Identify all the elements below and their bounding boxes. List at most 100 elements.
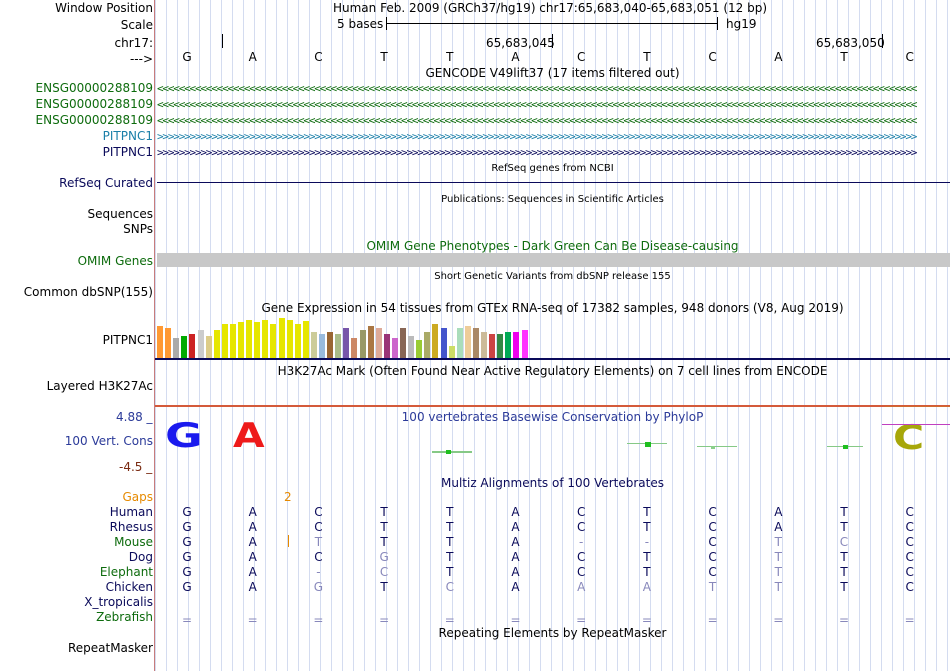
gene-strand-strip[interactable]: <<<<<<<<<<<<<<<<<<<<<<<<<<<<<<<<<<<<<<<<… — [157, 114, 917, 127]
gtex-tissue-bar[interactable] — [448, 346, 455, 358]
gtex-tissue-bar[interactable] — [335, 334, 342, 358]
gtex-tissue-bar[interactable] — [440, 328, 447, 358]
omim-label[interactable]: OMIM Genes — [77, 254, 153, 268]
repeatmasker-track-title[interactable]: Repeating Elements by RepeatMasker — [438, 626, 667, 640]
h3k27ac-track-title[interactable]: H3K27Ac Mark (Often Found Near Active Re… — [277, 364, 828, 378]
alignment-base: G — [313, 580, 324, 594]
gtex-tissue-bar[interactable] — [278, 318, 285, 358]
gene-label[interactable]: ENSG00000288109 — [35, 97, 153, 111]
gtex-tissue-bar[interactable] — [229, 324, 236, 358]
gtex-tissue-bar[interactable] — [286, 320, 293, 358]
species-label[interactable]: Human — [109, 505, 153, 519]
species-label[interactable]: Rhesus — [109, 520, 153, 534]
gtex-tissue-bar[interactable] — [432, 324, 439, 358]
gtex-tissue-bar[interactable] — [497, 334, 504, 358]
gtex-tissue-bar[interactable] — [189, 334, 196, 358]
cons-top-line — [885, 406, 950, 407]
gtex-tissue-bar[interactable] — [472, 328, 479, 358]
gtex-tissue-bar[interactable] — [521, 330, 528, 358]
gtex-tissue-bar[interactable] — [481, 332, 487, 358]
gene-label[interactable]: ENSG00000288109 — [35, 113, 153, 127]
gtex-tissue-bar[interactable] — [262, 320, 269, 358]
refseq-track-title[interactable]: RefSeq genes from NCBI — [491, 163, 614, 174]
gtex-tissue-bar[interactable] — [246, 320, 253, 358]
gtex-tissue-bar[interactable] — [391, 338, 398, 358]
dbsnp-track-title[interactable]: Short Genetic Variants from dbSNP releas… — [434, 271, 671, 282]
publications-track-title[interactable]: Publications: Sequences in Scientific Ar… — [441, 194, 664, 205]
cons-track-title[interactable]: 100 vertebrates Basewise Conservation by… — [401, 410, 704, 424]
gtex-tissue-bar[interactable] — [213, 330, 220, 358]
gene-strand-strip[interactable]: <<<<<<<<<<<<<<<<<<<<<<<<<<<<<<<<<<<<<<<<… — [157, 82, 917, 95]
cons-label[interactable]: 100 Vert. Cons — [64, 434, 153, 448]
gtex-tissue-bar[interactable] — [513, 332, 520, 358]
gtex-tissue-bar[interactable] — [383, 334, 390, 358]
omim-gene-block[interactable] — [157, 253, 950, 267]
gtex-tissue-bar[interactable] — [408, 336, 415, 358]
h3k27ac-label[interactable]: Layered H3K27Ac — [46, 379, 153, 393]
gene-label[interactable]: ENSG00000288109 — [35, 81, 153, 95]
species-label[interactable]: Mouse — [114, 535, 153, 549]
gtex-tissue-bar[interactable] — [489, 334, 496, 358]
base-letter: T — [840, 50, 848, 64]
gtex-tissue-bar[interactable] — [157, 326, 163, 358]
gtex-tissue-bar[interactable] — [310, 332, 317, 358]
gtex-bar-chart[interactable] — [157, 314, 557, 358]
gtex-tissue-bar[interactable] — [238, 322, 244, 358]
scale-bar — [386, 23, 717, 24]
refseq-label[interactable]: RefSeq Curated — [59, 176, 153, 190]
gene-strand-strip[interactable]: >>>>>>>>>>>>>>>>>>>>>>>>>>>>>>>>>>>>>>>>… — [157, 130, 917, 143]
species-label[interactable]: Elephant — [99, 565, 153, 579]
alignment-base: = — [444, 613, 455, 627]
gtex-tissue-bar[interactable] — [375, 328, 382, 358]
gtex-tissue-bar[interactable] — [400, 328, 406, 358]
grid-line — [661, 0, 662, 671]
gtex-tissue-bar[interactable] — [205, 336, 212, 358]
gtex-tissue-bar[interactable] — [165, 328, 172, 358]
grid-line — [683, 0, 684, 671]
alignment-base: T — [446, 520, 454, 534]
gtex-tissue-bar[interactable] — [327, 332, 334, 358]
gtex-tissue-bar[interactable] — [416, 340, 423, 358]
gtex-tissue-bar[interactable] — [424, 332, 431, 358]
gtex-tissue-bar[interactable] — [254, 322, 261, 358]
species-label[interactable]: X_tropicalis — [84, 595, 153, 609]
gtex-tissue-bar[interactable] — [456, 328, 463, 358]
omim-track-title[interactable]: OMIM Gene Phenotypes - Dark Green Can Be… — [366, 239, 739, 253]
gene-label[interactable]: PITPNC1 — [102, 129, 153, 143]
gtex-tissue-bar[interactable] — [294, 324, 301, 358]
gtex-tissue-bar[interactable] — [173, 338, 180, 358]
repeatmasker-label[interactable]: RepeatMasker — [67, 641, 153, 655]
gene-strand-strip[interactable]: >>>>>>>>>>>>>>>>>>>>>>>>>>>>>>>>>>>>>>>>… — [157, 146, 917, 159]
gtex-tissue-bar[interactable] — [505, 332, 512, 358]
sequences-label[interactable]: Sequences — [87, 207, 153, 221]
dbsnp-label[interactable]: Common dbSNP(155) — [23, 285, 153, 299]
gene-strand-strip[interactable]: <<<<<<<<<<<<<<<<<<<<<<<<<<<<<<<<<<<<<<<<… — [157, 98, 917, 111]
species-label[interactable]: Dog — [128, 550, 153, 564]
refseq-gene-line[interactable] — [157, 182, 950, 183]
gtex-tissue-bar[interactable] — [351, 338, 358, 358]
species-label[interactable]: Zebrafish — [96, 610, 153, 624]
gtex-tissue-bar[interactable] — [181, 336, 188, 358]
gtex-label[interactable]: PITPNC1 — [102, 333, 153, 347]
gtex-tissue-bar[interactable] — [270, 324, 277, 358]
alignment-base: = — [707, 613, 718, 627]
grid-line — [529, 0, 530, 671]
gencode-track-title[interactable]: GENCODE V49lift37 (17 items filtered out… — [425, 66, 680, 80]
alignment-base: T — [380, 535, 388, 549]
gaps-label[interactable]: Gaps — [122, 490, 153, 504]
gene-label[interactable]: PITPNC1 — [102, 145, 153, 159]
gtex-tissue-bar[interactable] — [319, 334, 325, 358]
gtex-tissue-bar[interactable] — [367, 326, 374, 358]
gtex-tissue-bar[interactable] — [343, 328, 350, 358]
gtex-tissue-bar[interactable] — [359, 330, 366, 358]
alignment-base: C — [708, 550, 717, 564]
gtex-tissue-bar[interactable] — [302, 321, 309, 358]
alignment-base: G — [182, 580, 192, 594]
gtex-tissue-bar[interactable] — [197, 330, 204, 358]
gtex-tissue-bar[interactable] — [221, 324, 228, 358]
gtex-tissue-bar[interactable] — [464, 326, 471, 358]
snps-label[interactable]: SNPs — [123, 222, 153, 236]
multiz-track-title[interactable]: Multiz Alignments of 100 Vertebrates — [440, 476, 665, 490]
gtex-track-title[interactable]: Gene Expression in 54 tissues from GTEx … — [261, 301, 844, 315]
species-label[interactable]: Chicken — [105, 580, 153, 594]
